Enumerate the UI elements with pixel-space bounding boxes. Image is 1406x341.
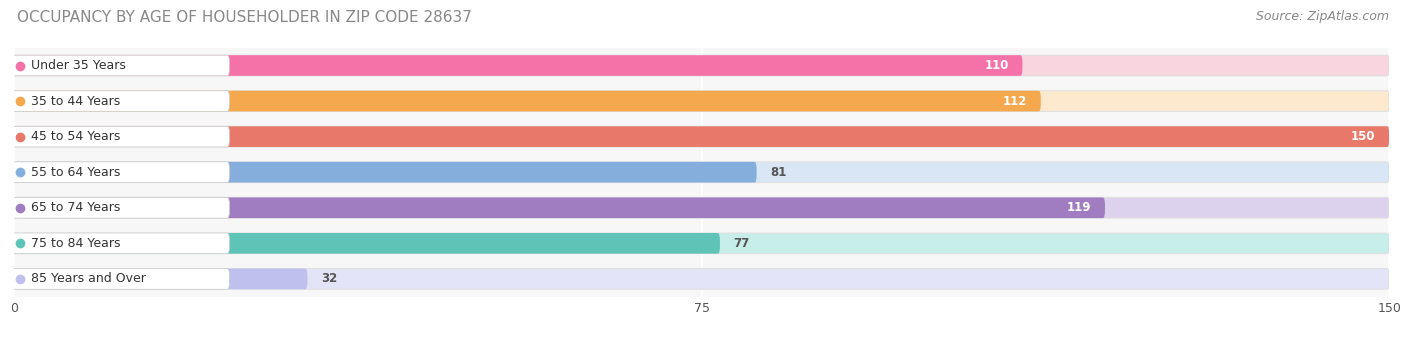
Text: 35 to 44 Years: 35 to 44 Years xyxy=(31,94,121,107)
Text: 85 Years and Over: 85 Years and Over xyxy=(31,272,146,285)
FancyBboxPatch shape xyxy=(14,91,1389,112)
Text: Under 35 Years: Under 35 Years xyxy=(31,59,127,72)
FancyBboxPatch shape xyxy=(14,197,1389,218)
Text: 55 to 64 Years: 55 to 64 Years xyxy=(31,166,121,179)
FancyBboxPatch shape xyxy=(14,269,1389,289)
FancyBboxPatch shape xyxy=(14,233,1389,254)
FancyBboxPatch shape xyxy=(14,91,1040,112)
FancyBboxPatch shape xyxy=(14,55,1022,76)
Text: 81: 81 xyxy=(770,166,787,179)
FancyBboxPatch shape xyxy=(14,162,756,182)
Text: OCCUPANCY BY AGE OF HOUSEHOLDER IN ZIP CODE 28637: OCCUPANCY BY AGE OF HOUSEHOLDER IN ZIP C… xyxy=(17,10,472,25)
FancyBboxPatch shape xyxy=(10,269,229,289)
Text: 32: 32 xyxy=(321,272,337,285)
Text: 110: 110 xyxy=(984,59,1008,72)
FancyBboxPatch shape xyxy=(14,126,1389,147)
Text: Source: ZipAtlas.com: Source: ZipAtlas.com xyxy=(1256,10,1389,23)
FancyBboxPatch shape xyxy=(10,162,229,182)
FancyBboxPatch shape xyxy=(14,55,1389,76)
FancyBboxPatch shape xyxy=(10,55,229,76)
FancyBboxPatch shape xyxy=(14,233,720,254)
FancyBboxPatch shape xyxy=(10,233,229,254)
Text: 45 to 54 Years: 45 to 54 Years xyxy=(31,130,121,143)
Text: 75 to 84 Years: 75 to 84 Years xyxy=(31,237,121,250)
Text: 119: 119 xyxy=(1067,201,1091,214)
Text: 77: 77 xyxy=(734,237,749,250)
FancyBboxPatch shape xyxy=(10,126,229,147)
FancyBboxPatch shape xyxy=(14,269,308,289)
FancyBboxPatch shape xyxy=(14,126,1389,147)
FancyBboxPatch shape xyxy=(10,91,229,112)
FancyBboxPatch shape xyxy=(14,197,1105,218)
FancyBboxPatch shape xyxy=(10,197,229,218)
Text: 150: 150 xyxy=(1351,130,1375,143)
Text: 112: 112 xyxy=(1002,94,1026,107)
FancyBboxPatch shape xyxy=(14,162,1389,182)
Text: 65 to 74 Years: 65 to 74 Years xyxy=(31,201,121,214)
